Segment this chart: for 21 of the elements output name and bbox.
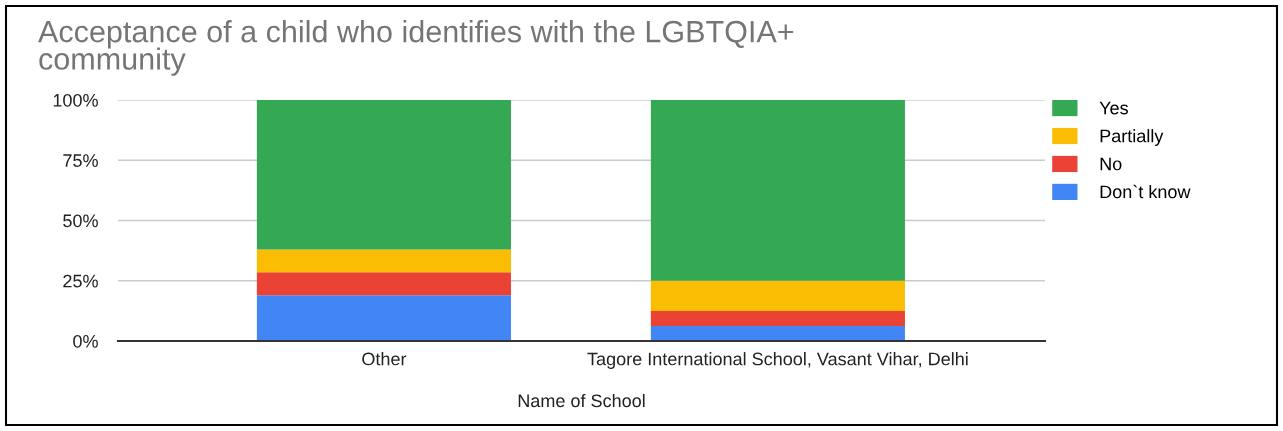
bar — [650, 280, 905, 311]
bar — [256, 272, 511, 296]
y-tick-label: 50% — [63, 214, 98, 228]
bar — [256, 100, 511, 250]
bar — [650, 310, 905, 327]
y-tick-label: 100% — [53, 93, 98, 107]
bar — [256, 249, 511, 273]
legend-label: Yes — [1099, 101, 1128, 115]
chart-title: Acceptance of a child who identifies with the LGBTQIA+ community — [38, 20, 794, 76]
legend-label: Don`t know — [1100, 184, 1191, 199]
legend-label: No — [1100, 157, 1122, 171]
bar — [256, 295, 511, 341]
y-tick-label: 75% — [63, 154, 98, 167]
y-tick-label: 25% — [63, 274, 98, 288]
legend-label: Partially — [1100, 129, 1164, 146]
x-tick-label: Other — [362, 352, 407, 366]
bar — [650, 100, 905, 281]
x-tick-label: Tagore International School, Vasant Vihar, Delhi — [587, 352, 968, 369]
x-axis-title: Name of School — [518, 393, 645, 408]
bar — [650, 326, 905, 341]
y-tick-label: 0% — [73, 334, 98, 348]
